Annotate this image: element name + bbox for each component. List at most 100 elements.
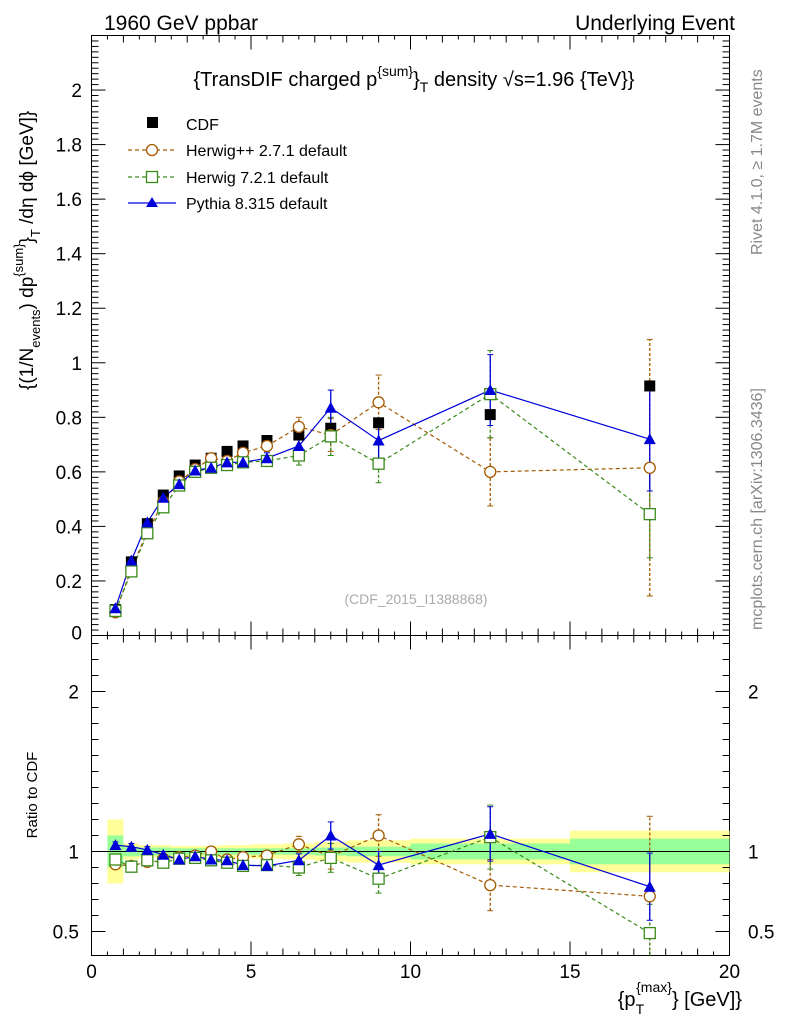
ratio-ytick-label-left: 0.5	[53, 923, 79, 944]
main-ytick-label: 1.6	[56, 190, 82, 211]
main-point-cdf	[293, 429, 305, 441]
ratio-ytick-label-left: 2	[68, 683, 79, 704]
main-point-herwig7	[643, 507, 656, 521]
legend: CDF Herwig++ 2.7.1 default Herwig 7.2.1 …	[128, 117, 348, 213]
main-point-pythia	[260, 452, 273, 464]
ratio-point-pythia	[221, 854, 234, 866]
main-point-pythia	[484, 384, 497, 396]
main-point-pythia	[237, 456, 250, 468]
main-ytick-label: 0.4	[56, 517, 83, 538]
main-point-herwig7	[141, 527, 154, 540]
ratio-point-herwigpp	[643, 890, 656, 903]
x-tick-label: 15	[559, 962, 580, 983]
ratio-point-herwig7	[125, 860, 138, 873]
main-point-herwig7	[125, 565, 138, 578]
ratio-point-herwig7	[372, 872, 385, 885]
main-point-pythia	[292, 439, 305, 451]
main-point-cdf	[484, 409, 496, 421]
main-point-herwig7	[292, 449, 306, 462]
ratio-point-herwig7	[141, 854, 154, 867]
main-point-pythia	[157, 491, 170, 503]
main-ylabel: {(1/Nevents) dp{sum}}T /dη dϕ [GeV]}	[11, 111, 43, 390]
ratio-point-pythia	[237, 859, 250, 871]
main-point-cdf	[373, 417, 385, 429]
ratio-point-pythia	[109, 839, 122, 851]
main-point-pythia	[141, 516, 154, 528]
x-tick-label: 5	[246, 962, 257, 983]
ratio-point-pythia	[643, 880, 656, 892]
main-point-pythia	[205, 461, 218, 473]
main-ytick-label: 1.4	[56, 245, 83, 266]
main-point-herwigpp	[260, 439, 274, 453]
ratio-point-pythia	[141, 843, 154, 855]
main-point-pythia	[189, 464, 202, 476]
ratio-frame	[91, 635, 730, 956]
main-point-pythia	[125, 554, 138, 566]
legend-label-herwig7: Herwig 7.2.1 default	[186, 170, 329, 187]
chart-title: {TransDIF charged p{sum}}T density √s=1.…	[194, 63, 635, 95]
header-left: 1960 GeV ppbar	[104, 12, 258, 35]
ratio-ytick-label-right: 1	[748, 843, 759, 864]
legend-label-cdf: CDF	[186, 117, 219, 134]
ratio-point-herwig7	[324, 851, 337, 865]
ratio-point-herwigpp	[292, 838, 306, 851]
main-ytick-label: 1	[71, 354, 82, 375]
ratio-point-pythia	[125, 840, 138, 852]
main-point-cdf	[221, 445, 233, 457]
main-point-herwigpp	[372, 396, 385, 409]
legend-marker-pythia	[146, 197, 158, 207]
ratio-point-pythia	[260, 859, 273, 871]
ratio-point-pythia	[372, 859, 385, 871]
ratio-ytick-label-right: 2	[748, 683, 759, 704]
ratio-series	[109, 804, 656, 956]
main-point-herwigpp	[292, 420, 306, 434]
x-tick-label: 0	[86, 962, 97, 983]
main-point-cdf	[325, 422, 337, 434]
header-right: Underlying Event	[575, 12, 735, 35]
ratio-point-pythia	[205, 853, 218, 865]
main-point-herwigpp	[484, 465, 497, 479]
rivet-label: Rivet 4.1.0, ≥ 1.7M events	[749, 69, 766, 255]
analysis-watermark: (CDF_2015_I1388868)	[344, 591, 487, 607]
ratio-point-pythia	[173, 853, 186, 865]
main-point-cdf	[644, 380, 656, 392]
main-ytick-label: 0.2	[56, 572, 82, 593]
x-axis-label: {pT{max}} [GeV]}	[618, 979, 743, 1017]
main-ytick-label: 0.6	[56, 463, 82, 484]
ratio-point-herwigpp	[484, 878, 497, 892]
main-ytick-label: 1.8	[56, 136, 82, 157]
ratio-ylabel: Ratio to CDF	[24, 752, 41, 839]
x-tick-label: 20	[719, 962, 740, 983]
legend-label-pythia: Pythia 8.315 default	[186, 196, 328, 213]
main-point-herwig7	[372, 457, 385, 470]
ratio-point-pythia	[189, 850, 202, 862]
ratio-point-pythia	[484, 827, 497, 839]
ratio-point-pythia	[324, 829, 337, 841]
main-series	[109, 339, 656, 619]
x-tick-label: 10	[400, 962, 421, 983]
legend-marker-herwig7	[145, 170, 159, 184]
ratio-point-herwig7	[109, 853, 122, 866]
main-ytick-label-zero: 0	[71, 624, 82, 645]
ratio-point-herwigpp	[372, 829, 385, 842]
main-point-pythia	[221, 456, 234, 468]
main-point-pythia	[324, 401, 337, 413]
ratio-ytick-label-right: 0.5	[748, 923, 774, 944]
legend-marker-herwigpp	[145, 143, 159, 157]
main-ytick-label: 0.8	[56, 408, 82, 429]
ratio-point-herwig7	[643, 926, 656, 940]
main-point-herwig7	[157, 501, 170, 514]
main-point-pythia	[643, 433, 656, 445]
ratio-ytick-label-left: 1	[68, 843, 79, 864]
main-point-herwig7	[324, 430, 337, 443]
ratio-bands	[91, 819, 730, 884]
main-point-pythia	[173, 478, 186, 490]
legend-label-herwigpp: Herwig++ 2.7.1 default	[186, 143, 348, 160]
main-line-herwigpp	[114, 401, 650, 613]
main-point-cdf	[237, 440, 249, 452]
mcplots-label: mcplots.cern.ch [arXiv:1306.3436]	[749, 388, 766, 630]
legend-marker-cdf	[147, 117, 158, 128]
